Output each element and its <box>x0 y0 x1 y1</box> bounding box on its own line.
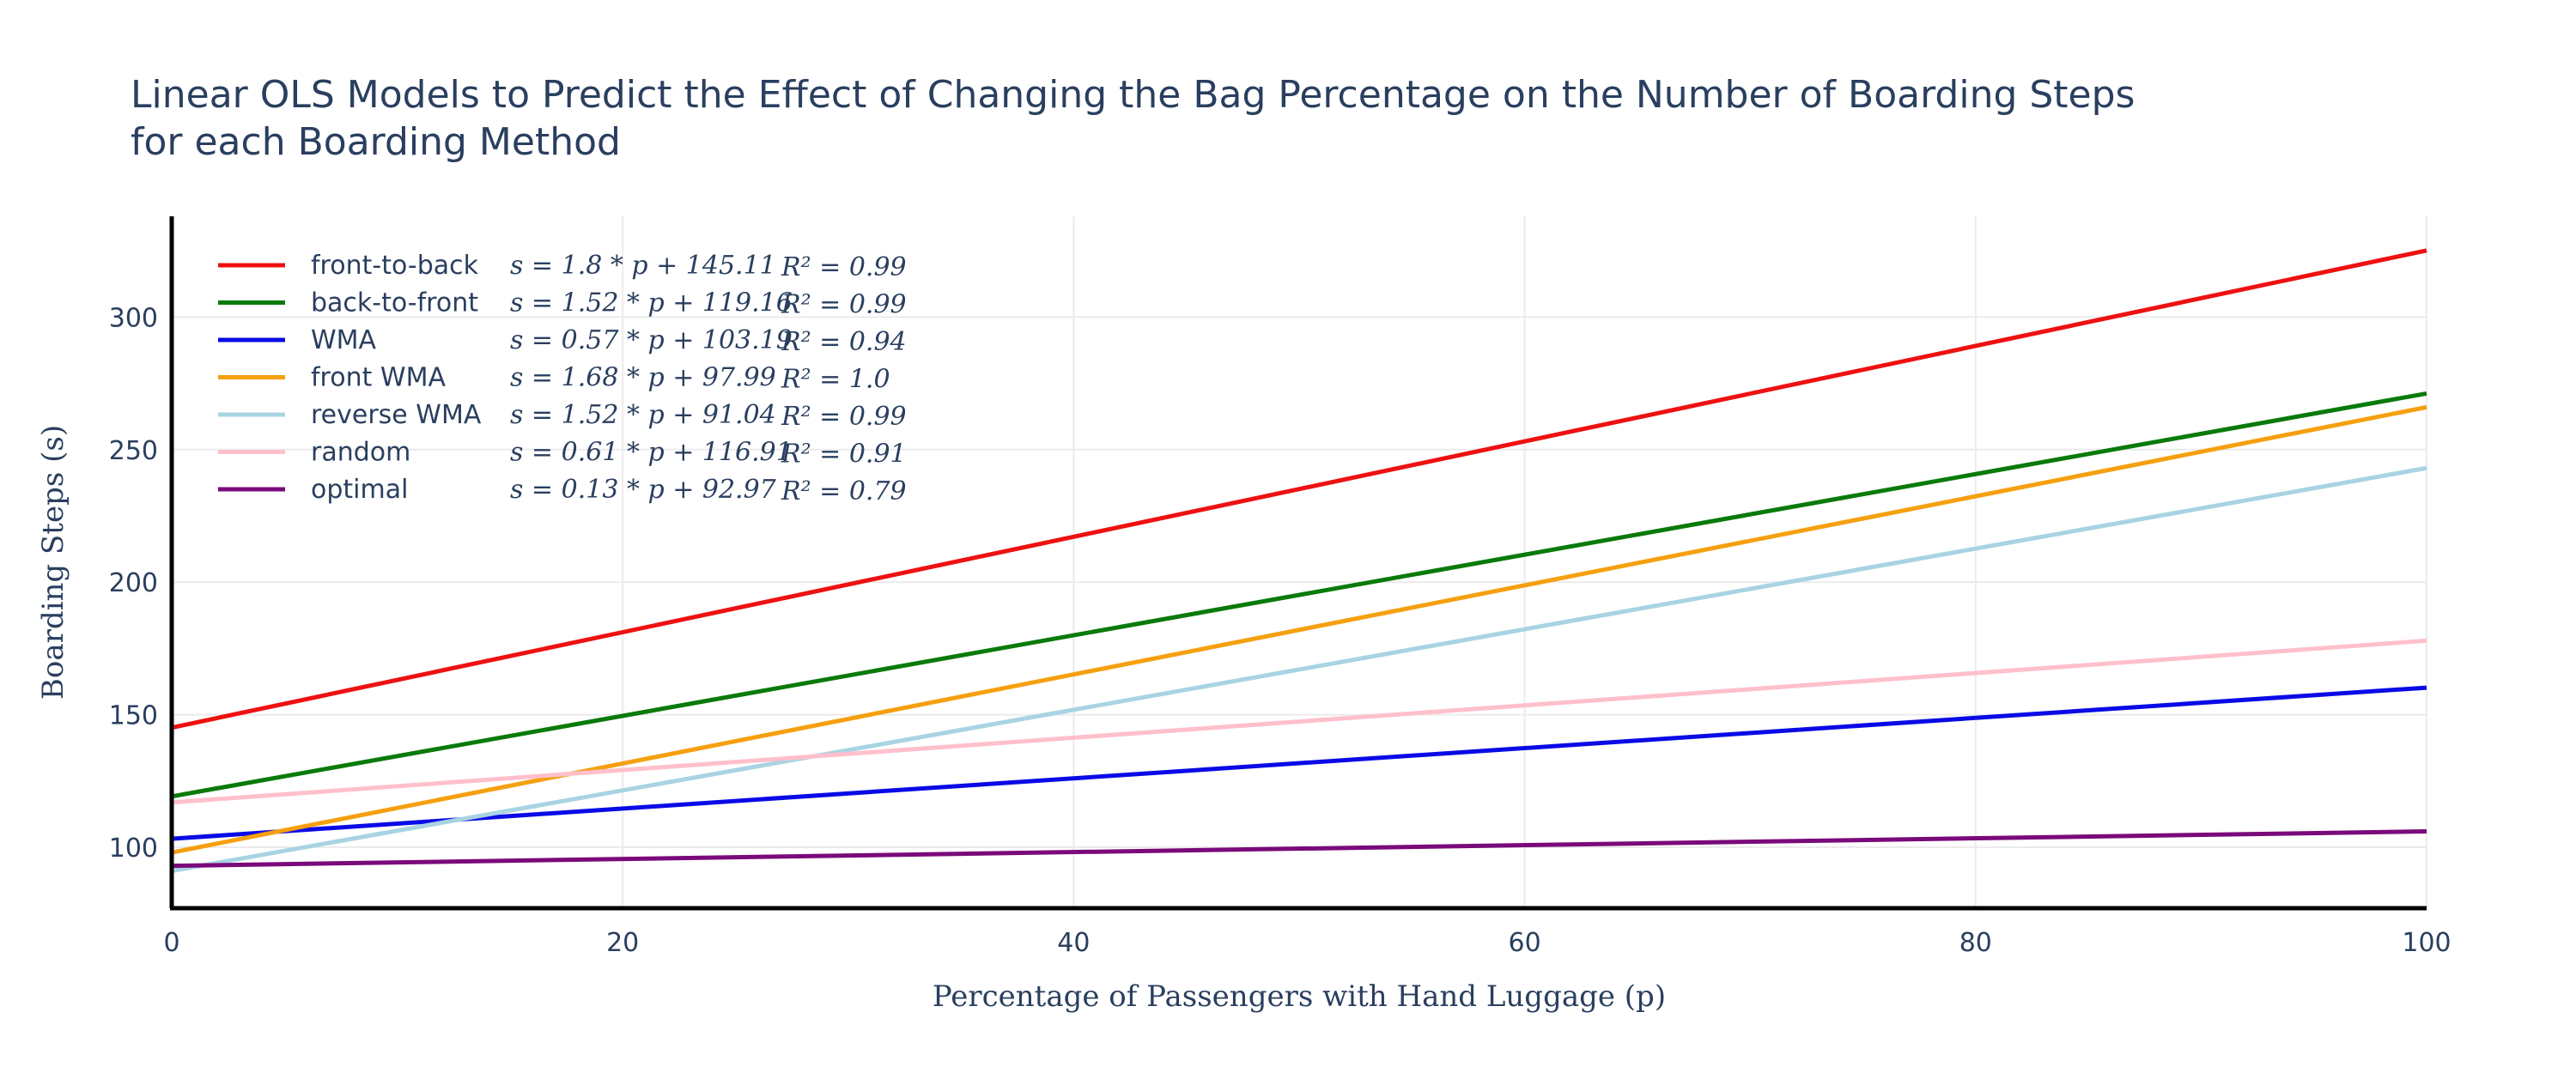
chart-title: Linear OLS Models to Predict the Effect … <box>131 73 2135 164</box>
legend-r2-front-wma: R² = 1.0 <box>781 365 890 395</box>
chart-title-line-1: Linear OLS Models to Predict the Effect … <box>131 73 2135 117</box>
legend-r2-reverse-wma: R² = 0.99 <box>781 402 907 432</box>
legend-r2-wma: R² = 0.94 <box>781 327 907 357</box>
x-tick-labels: 0 20 40 60 80 100 <box>163 928 2451 958</box>
series-line-random <box>171 638 2427 805</box>
legend-label-back-to-front: back-to-front <box>311 288 478 318</box>
x-tick-label: 0 <box>163 928 179 958</box>
x-tick-label: 100 <box>2402 928 2451 958</box>
legend-equation-front-wma: s = 1.68 * p + 97.99 <box>510 363 776 393</box>
legend-equation-front-to-back: s = 1.8 * p + 145.11 <box>510 251 776 281</box>
series-line-optimal <box>171 829 2427 869</box>
y-gridlines <box>172 316 2427 848</box>
x-tick-label: 40 <box>1057 928 1090 958</box>
legend-equation-random: s = 0.61 * p + 116.91 <box>510 438 793 468</box>
series-line-front-to-back <box>171 248 2427 730</box>
y-tick-label: 300 <box>109 303 158 333</box>
legend-equation-optimal: s = 0.13 * p + 92.97 <box>510 475 777 505</box>
legend-r2-back-to-front: R² = 0.99 <box>781 290 907 320</box>
legend-label-optimal: optimal <box>311 475 408 505</box>
series-line-back-to-front <box>171 391 2427 799</box>
y-tick-label: 100 <box>109 834 158 864</box>
x-gridlines <box>622 216 2427 908</box>
legend-label-wma: WMA <box>311 325 377 355</box>
y-tick-label: 150 <box>109 701 158 731</box>
x-tick-label: 60 <box>1509 928 1541 958</box>
legend: front-to-back s = 1.8 * p + 145.11 R² = 0.… <box>218 251 907 506</box>
chart-title-line-2: for each Boarding Method <box>131 120 621 164</box>
series-line-wma <box>171 685 2427 841</box>
y-tick-label: 250 <box>109 436 158 466</box>
x-axis-label: Percentage of Passengers with Hand Lugga… <box>933 979 1666 1014</box>
legend-r2-random: R² = 0.91 <box>781 440 907 470</box>
series-line-reverse-wma <box>171 465 2427 874</box>
y-tick-labels: 100 150 200 250 300 <box>109 303 158 864</box>
x-tick-label: 80 <box>1959 928 1992 958</box>
y-tick-label: 200 <box>109 568 158 598</box>
legend-label-front-to-back: front-to-back <box>311 251 479 281</box>
series-line-front-wma <box>171 404 2427 855</box>
legend-equation-reverse-wma: s = 1.52 * p + 91.04 <box>510 400 776 430</box>
series-lines <box>171 248 2427 874</box>
legend-label-random: random <box>311 438 410 468</box>
y-axis-label: Boarding Steps (s) <box>36 425 70 700</box>
x-tick-label: 20 <box>606 928 639 958</box>
legend-equation-back-to-front: s = 1.52 * p + 119.16 <box>510 288 793 318</box>
legend-equation-wma: s = 0.57 * p + 103.19 <box>510 325 793 355</box>
legend-label-reverse-wma: reverse WMA <box>311 400 482 430</box>
legend-r2-optimal: R² = 0.79 <box>781 476 907 506</box>
legend-label-front-wma: front WMA <box>311 363 446 393</box>
legend-r2-front-to-back: R² = 0.99 <box>781 252 907 282</box>
